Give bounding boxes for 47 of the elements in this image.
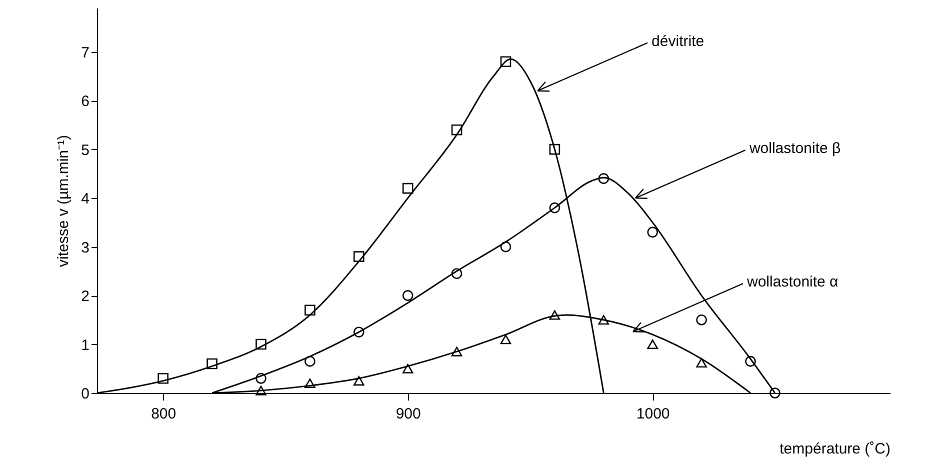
point (598, 173, 610, 184)
point (353, 376, 364, 386)
point (549, 202, 560, 214)
point (158, 372, 168, 384)
point (500, 241, 512, 252)
x-axis-title: température (˚C) (780, 440, 891, 458)
annotation: dévitrite (652, 32, 704, 50)
point (500, 334, 512, 344)
y-tick-label: 6 (81, 93, 90, 110)
point (770, 388, 780, 398)
point (402, 364, 414, 374)
point (451, 268, 462, 279)
y-tick-label: 0 (81, 386, 90, 402)
annotation: wollastonite α (746, 274, 839, 291)
point (598, 315, 610, 325)
point (256, 372, 266, 384)
point (304, 304, 316, 316)
annotation: wollastonite β (748, 140, 841, 158)
x-tick-label: 900 (396, 406, 421, 422)
point (451, 346, 462, 356)
y-tick-label: 7 (81, 44, 90, 62)
point (696, 314, 707, 326)
point (745, 356, 756, 367)
y-tick-label: 5 (81, 142, 90, 159)
y-tick-label: 2 (81, 288, 90, 306)
point (304, 378, 316, 388)
point (549, 310, 560, 320)
point (451, 124, 462, 136)
point (353, 326, 364, 338)
point (256, 386, 266, 396)
point (647, 340, 658, 350)
y-tick-label: 1 (81, 336, 90, 354)
y-axis-title: vitesse v (µm.min⁻¹) (55, 135, 72, 267)
point (549, 144, 560, 155)
point (402, 290, 414, 301)
point (206, 358, 218, 370)
point (647, 226, 658, 238)
point (696, 358, 707, 368)
point (500, 56, 512, 67)
x-tick-label: 800 (151, 406, 176, 422)
point (402, 182, 414, 194)
x-tick-label: 1000 (636, 406, 670, 422)
y-tick-label: 4 (81, 190, 90, 208)
point (304, 356, 316, 367)
point (256, 338, 266, 350)
point (353, 251, 364, 262)
y-tick-label: 3 (81, 239, 90, 256)
